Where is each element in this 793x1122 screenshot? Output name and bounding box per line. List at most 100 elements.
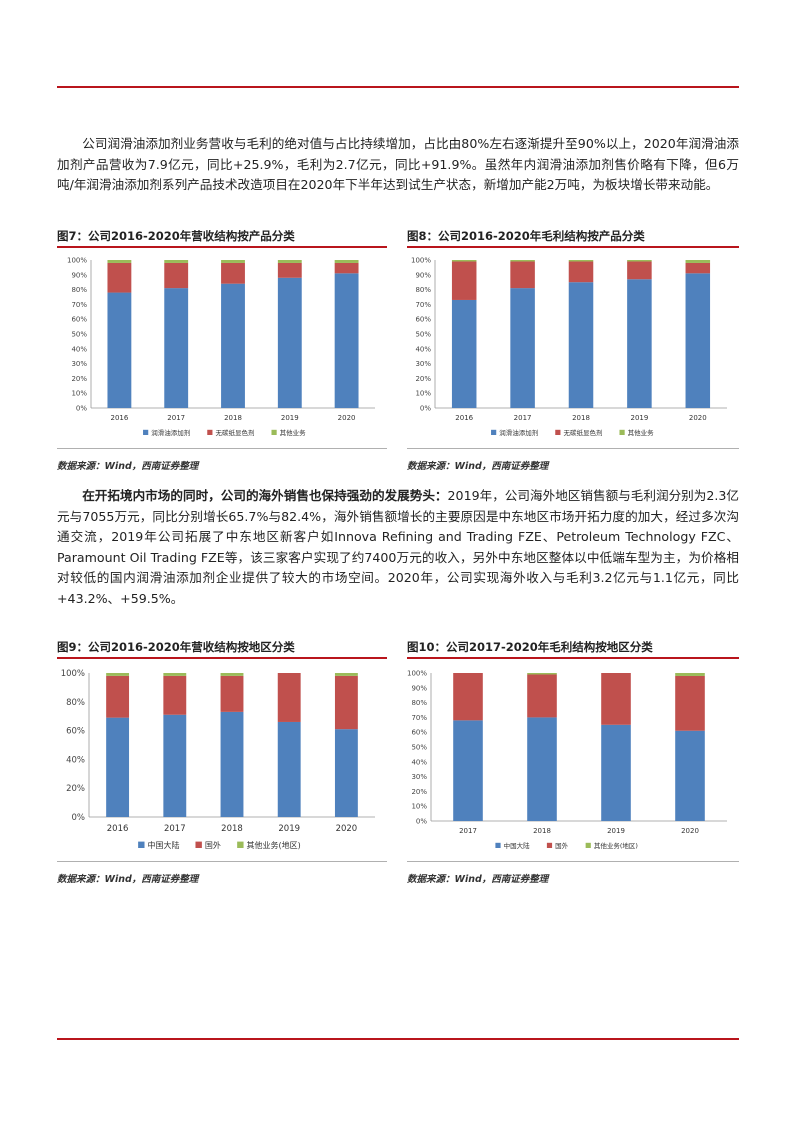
- bar-segment: [568, 261, 594, 283]
- paragraph-additive-business: 公司润滑油添加剂业务营收与毛利的绝对值与占比持续增加，占比由80%左右逐渐提升至…: [57, 136, 739, 193]
- y-tick-label: 70%: [415, 301, 431, 309]
- legend-swatch: [546, 842, 553, 848]
- y-tick-label: 70%: [411, 714, 427, 722]
- x-category-label: 2019: [630, 414, 648, 422]
- x-category-label: 2020: [338, 414, 356, 422]
- legend-label: 国外: [205, 840, 221, 850]
- bar-segment: [675, 675, 705, 731]
- y-tick-label: 0%: [416, 817, 427, 825]
- header-rule: [57, 86, 739, 88]
- y-tick-label: 10%: [71, 390, 87, 398]
- legend-swatch: [619, 429, 625, 435]
- legend-label: 国外: [555, 841, 569, 850]
- figure-10-svg: 0% 10% 20% 30% 40% 50% 60% 70% 80% 90% 100% 2017 201…: [407, 669, 727, 850]
- y-tick-label: 10%: [415, 390, 431, 398]
- bar-segment: [627, 260, 652, 262]
- bar-segment: [453, 720, 483, 821]
- y-tick-label: 30%: [71, 360, 87, 368]
- bar-segment: [627, 279, 652, 408]
- bar-segment: [527, 674, 557, 718]
- bar-segment: [510, 261, 535, 289]
- y-tick-label: 60%: [415, 316, 431, 324]
- x-category-label: 2017: [514, 414, 532, 422]
- bar-segment: [277, 721, 301, 817]
- x-category-label: 2018: [533, 827, 551, 835]
- y-tick-label: 40%: [66, 755, 85, 765]
- figure-10-title: 图10：公司2017-2020年毛利结构按地区分类: [407, 637, 739, 659]
- x-category-label: 2018: [221, 824, 243, 834]
- x-category-label: 2020: [689, 414, 707, 422]
- bar-segment: [107, 262, 132, 293]
- bar-segment: [627, 261, 652, 280]
- x-category-label: 2016: [455, 414, 473, 422]
- x-category-label: 2017: [167, 414, 185, 422]
- y-tick-label: 50%: [411, 743, 427, 751]
- figure-8-chart: 0% 10% 20% 30% 40% 50% 60% 70% 80% 90% 100% 2016 201…: [407, 250, 739, 449]
- bar-segment: [163, 675, 187, 715]
- bar-segment: [221, 283, 245, 408]
- x-category-label: 2019: [607, 827, 625, 835]
- y-tick-label: 60%: [66, 727, 85, 737]
- bar-segment: [451, 260, 477, 262]
- bar-segment: [334, 260, 359, 263]
- x-category-label: 2017: [164, 824, 186, 834]
- y-tick-label: 80%: [411, 699, 427, 707]
- figure-8-source: 数据来源：Wind，西南证券整理: [407, 461, 549, 472]
- bar-segment: [277, 262, 302, 278]
- bar-segment: [107, 260, 132, 263]
- legend-label: 中国大陆: [148, 840, 180, 850]
- y-tick-label: 30%: [415, 360, 431, 368]
- bar-segment: [164, 260, 189, 263]
- bar-segment: [164, 262, 189, 289]
- bar-segment: [220, 673, 244, 676]
- figure-9-source: 数据来源：Wind，西南证券整理: [57, 874, 199, 885]
- figure-9-title: 图9：公司2016-2020年营收结构按地区分类: [57, 637, 387, 659]
- paragraph-overseas-body: 2019年，公司海外地区销售额与毛利润分别为2.3亿元与7055万元，同比分别增…: [57, 488, 739, 606]
- y-tick-label: 90%: [71, 271, 87, 279]
- bar-segment: [334, 729, 358, 817]
- y-tick-label: 20%: [411, 788, 427, 796]
- legend-label: 其他业务: [280, 428, 307, 437]
- legend-swatch: [585, 842, 591, 848]
- bar-segment: [334, 262, 359, 274]
- legend-swatch: [143, 429, 149, 435]
- legend-label: 中国大陆: [504, 841, 531, 850]
- y-tick-label: 40%: [71, 345, 87, 353]
- bar-segment: [453, 673, 483, 721]
- bar-segment: [510, 288, 535, 408]
- legend-swatch: [195, 841, 202, 848]
- x-category-label: 2016: [110, 414, 128, 422]
- bar-segment: [221, 262, 245, 284]
- figure-10-chart: 0% 10% 20% 30% 40% 50% 60% 70% 80% 90% 100% 2017 201…: [407, 661, 739, 862]
- y-tick-label: 80%: [66, 698, 85, 708]
- x-category-label: 2020: [336, 824, 358, 834]
- y-tick-label: 90%: [411, 684, 427, 692]
- figure-8-svg: 0% 10% 20% 30% 40% 50% 60% 70% 80% 90% 100% 2016 201…: [411, 256, 727, 437]
- x-category-label: 2018: [224, 414, 242, 422]
- figure-9-chart: 0% 20% 40% 60% 80% 100% 2016 2017 2018 2019 2020 中国…: [57, 661, 387, 862]
- paragraph-overseas-lead: 在开拓境内市场的同时，公司的海外销售也保持强劲的发展势头：: [82, 488, 448, 503]
- bar-segment: [334, 675, 358, 730]
- figure-7-title: 图7：公司2016-2020年营收结构按产品分类: [57, 226, 387, 248]
- bar-segment: [106, 717, 130, 817]
- bar-segment: [277, 260, 302, 263]
- x-category-label: 2020: [681, 827, 699, 835]
- bar-segment: [164, 288, 189, 408]
- y-tick-label: 20%: [66, 784, 85, 794]
- figure-9-svg: 0% 20% 40% 60% 80% 100% 2016 2017 2018 2019 2020 中国…: [61, 669, 375, 850]
- y-tick-label: 0%: [420, 404, 431, 412]
- legend-label: 无碳纸显色剂: [215, 428, 254, 437]
- bar-segment: [163, 673, 187, 676]
- figure-7-chart: 0% 10% 20% 30% 40% 50% 60% 70% 80% 90% 100% 2016 201…: [57, 250, 387, 449]
- bar-segment: [568, 260, 594, 262]
- figure-8-title: 图8：公司2016-2020年毛利结构按产品分类: [407, 226, 739, 248]
- bar-segment: [451, 299, 477, 408]
- x-category-label: 2018: [572, 414, 590, 422]
- legend-swatch: [138, 841, 145, 848]
- bar-segment: [685, 260, 711, 263]
- legend-swatch: [271, 429, 277, 435]
- figure-10-source: 数据来源：Wind，西南证券整理: [407, 874, 549, 885]
- legend-swatch: [555, 429, 561, 435]
- y-tick-label: 80%: [71, 286, 87, 294]
- legend-label: 润滑油添加剂: [499, 428, 538, 437]
